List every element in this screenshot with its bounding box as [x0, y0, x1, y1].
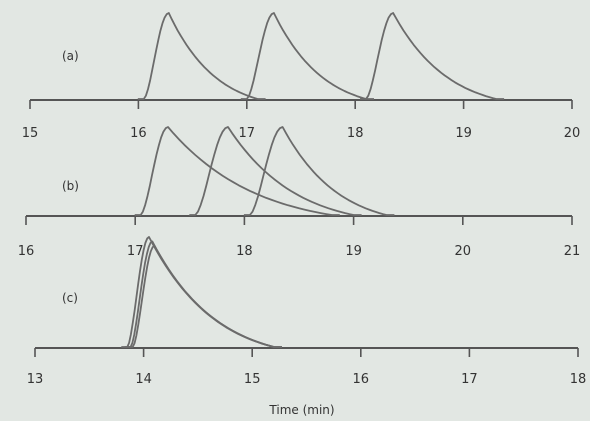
chromatogram-peak-3 [126, 244, 282, 348]
chromatogram-peak-3 [243, 126, 395, 216]
x-tick-label: 17 [127, 244, 144, 259]
x-tick-label: 19 [345, 244, 362, 259]
chromatogram-peak-1 [137, 12, 266, 100]
panel-label-a: (a) [62, 49, 79, 63]
chromatogram-peak-1 [134, 126, 340, 216]
x-tick-label: 19 [455, 126, 472, 141]
x-axis-title: Time (min) [268, 403, 334, 417]
x-tick-label: 14 [135, 372, 152, 387]
x-tick-label: 15 [22, 126, 39, 141]
chromatogram-peak-3 [360, 12, 505, 100]
panel-b: (b) 16 17 18 19 20 21 [18, 126, 581, 259]
panel-c: (c) 13 14 15 16 17 18 [27, 236, 587, 387]
panel-label-c: (c) [62, 291, 78, 305]
x-tick-label: 18 [236, 244, 253, 259]
x-tick-label: 13 [27, 372, 44, 387]
x-tick-label: 17 [461, 372, 478, 387]
x-tick-label: 16 [130, 126, 147, 141]
chromatogram-peak-2 [189, 126, 362, 216]
x-tick-label: 21 [564, 244, 581, 259]
x-tick-label: 17 [239, 126, 256, 141]
x-tick-label: 18 [570, 372, 587, 387]
x-tick-label: 15 [244, 372, 261, 387]
x-tick-label: 18 [347, 126, 364, 141]
panel-label-b: (b) [62, 179, 79, 193]
x-tick-label: 16 [18, 244, 35, 259]
x-tick-label: 16 [353, 372, 370, 387]
x-tick-label: 20 [564, 126, 581, 141]
x-tick-label: 20 [455, 244, 472, 259]
chromatogram-peak-2 [240, 12, 374, 100]
panel-a: (a) 15 16 17 18 19 20 [22, 12, 581, 141]
